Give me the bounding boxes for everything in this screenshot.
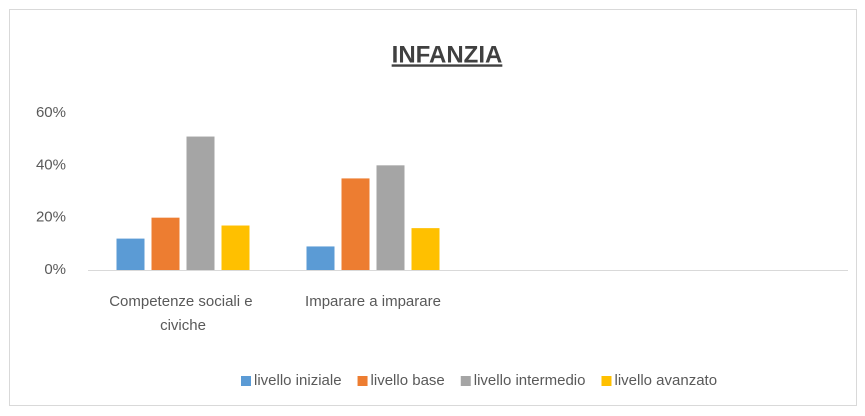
bar (151, 217, 180, 270)
legend-swatch (357, 376, 368, 386)
legend-swatch (460, 376, 471, 386)
legend-label: livello iniziale (254, 372, 342, 389)
bar (116, 238, 145, 270)
y-tick-label: 20% (36, 209, 66, 226)
y-tick-label: 0% (44, 261, 66, 278)
chart-title: INFANZIA (392, 41, 503, 68)
bar (376, 165, 405, 270)
y-tick-label: 40% (36, 156, 66, 173)
x-tick-label: Imparare a imparare (305, 293, 441, 310)
x-tick-label: Competenze sociali e civiche (109, 293, 257, 334)
legend-label: livello intermedio (474, 372, 586, 389)
chart-border (9, 9, 857, 406)
bar (411, 228, 440, 270)
bar (186, 136, 215, 270)
legend-swatch (601, 376, 612, 386)
bar (306, 246, 335, 270)
legend-label: livello base (371, 372, 445, 389)
bar (221, 225, 250, 270)
legend-swatch (241, 376, 251, 386)
legend-label: livello avanzato (614, 372, 717, 389)
y-tick-label: 60% (36, 104, 66, 121)
bar (341, 178, 370, 270)
